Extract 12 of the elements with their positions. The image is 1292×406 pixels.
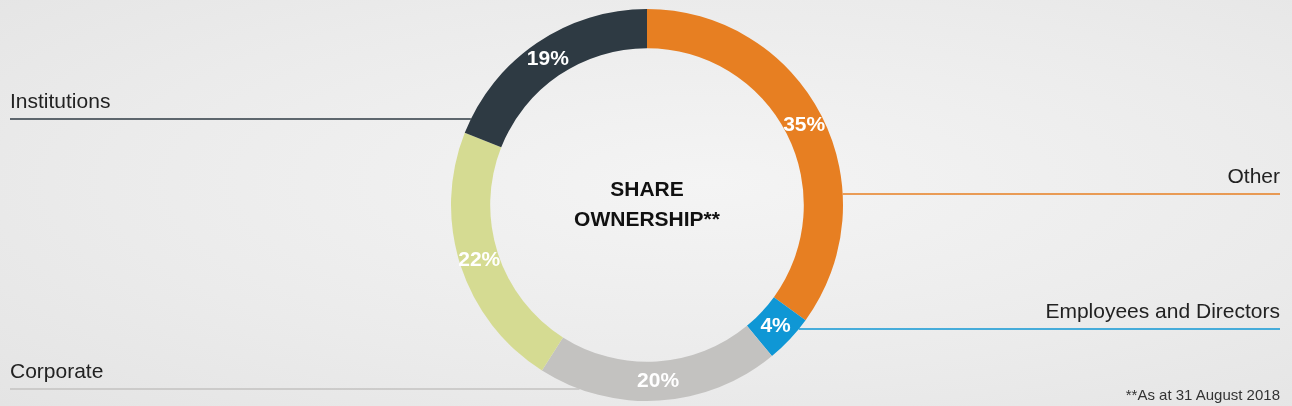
data-label: 35% (783, 111, 826, 135)
slice-label: Institutions (10, 89, 111, 112)
data-label: 19% (526, 46, 570, 70)
donut-slice (451, 132, 563, 371)
slice-label: Other (1227, 164, 1280, 187)
slice-label: Employees and Directors (1045, 299, 1280, 322)
data-label: 22% (458, 246, 501, 270)
data-label: 4% (760, 312, 792, 336)
text: SHARE OWNERSHIP** (574, 177, 721, 230)
slice-label: Corporate (10, 359, 104, 382)
data-label: 20% (637, 368, 680, 392)
text: **As at 31 August 2018 (1125, 386, 1280, 403)
